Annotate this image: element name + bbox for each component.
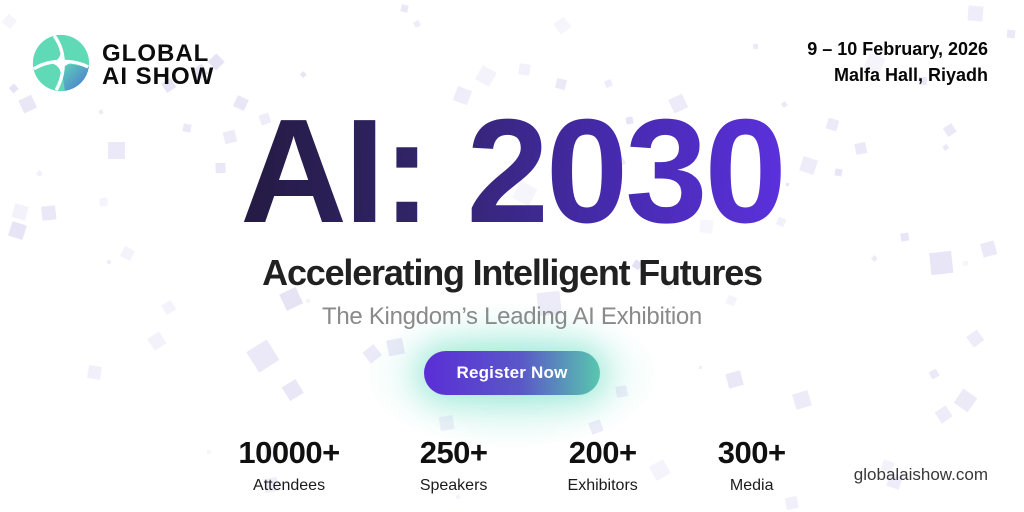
event-date: 9 – 10 February, 2026 [807,39,988,59]
stat-exhibitors: 200+ Exhibitors [568,435,638,495]
hero-subtitle: Accelerating Intelligent Futures [262,252,763,293]
stat-attendees-label: Attendees [253,477,326,494]
stat-exhibitors-value: 200+ [568,435,637,470]
stat-attendees: 10000+ Attendees [238,435,340,495]
hero-section: AI: 2030 Accelerating Intelligent Future… [0,89,1024,495]
stat-speakers: 250+ Speakers [420,435,488,495]
stat-exhibitors-label: Exhibitors [567,477,638,494]
event-info: 9 – 10 February, 2026 Malfa Hall, Riyadh [807,36,988,88]
brand-name-line2: AI SHOW [102,62,215,90]
event-venue: Malfa Hall, Riyadh [833,65,988,86]
brand-name: GLOBAL AI SHOW [102,39,215,90]
globe-logo-icon [30,32,92,99]
stat-speakers-value: 250+ [419,435,488,470]
hero-title: AI: 2030 [240,89,787,254]
stat-attendees-value: 10000+ [238,435,340,470]
stat-media-value: 300+ [717,435,786,470]
stat-media: 300+ Media [718,435,786,495]
website-url: globalaishow.com [853,465,988,484]
stat-speakers-label: Speakers [419,477,488,494]
brand-name-line1: GLOBAL [102,39,210,67]
brand: GLOBAL AI SHOW [30,32,214,99]
stats-row: 10000+ Attendees 250+ Speakers 200+ Exhi… [0,435,1024,495]
register-now-button[interactable]: Register Now [424,351,600,395]
hero-tagline: The Kingdom’s Leading AI Exhibition [322,303,702,330]
stat-media-label: Media [729,477,774,494]
